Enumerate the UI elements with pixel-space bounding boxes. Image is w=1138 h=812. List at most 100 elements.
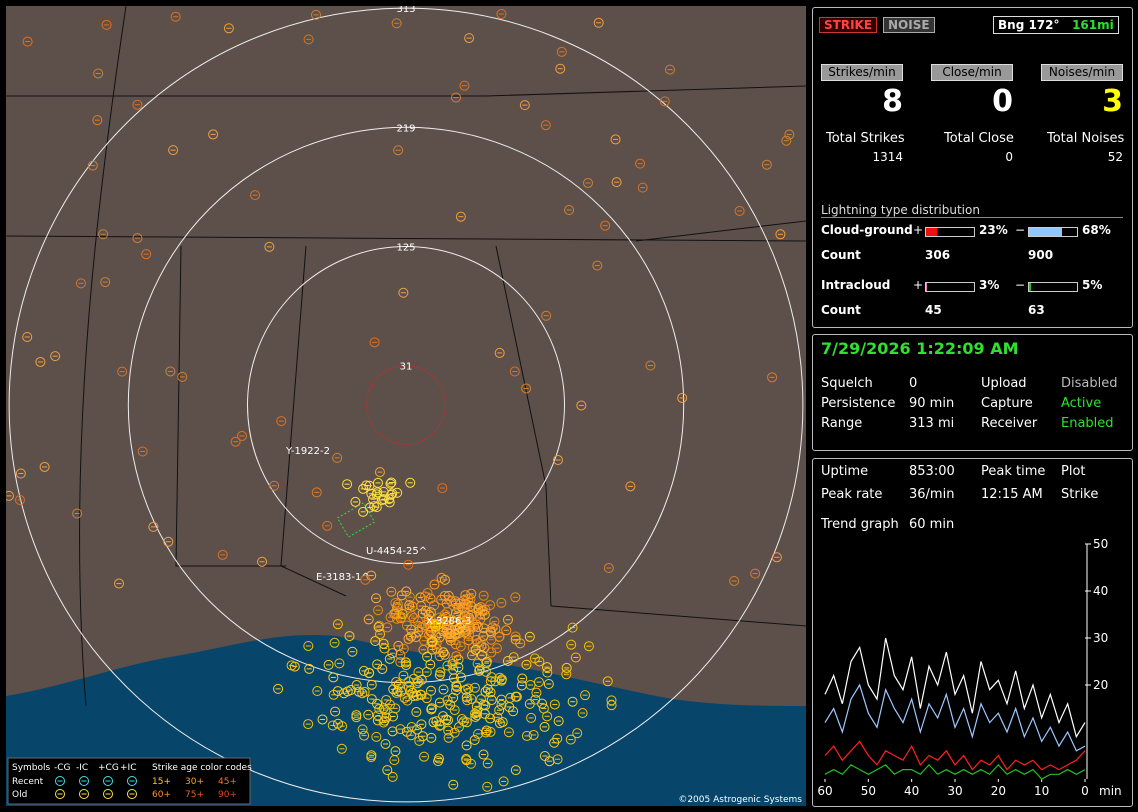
strike-symbol [784, 129, 795, 140]
strike-symbol [93, 68, 104, 79]
strike-symbol [474, 664, 485, 675]
strike-symbol [393, 640, 404, 651]
strike-map: 313 219 125 31 Y-1922-2 U-4454-25^ E-3183-1^ X-… [6, 6, 806, 806]
stat: Peak time [981, 464, 1046, 479]
strike-symbol [404, 600, 415, 611]
count-label: Count [821, 303, 861, 317]
strike-symbol [366, 694, 377, 705]
strike-symbol [467, 650, 478, 661]
legend-text: +CG [98, 763, 119, 773]
strike-symbol [637, 182, 648, 193]
strike-symbol [399, 693, 410, 704]
strike-symbol [494, 718, 505, 729]
strike-symbol [435, 720, 446, 731]
x-tick-label: 40 [904, 784, 919, 798]
strike-symbol [478, 590, 489, 601]
strike-symbol [378, 638, 389, 649]
strike-symbol [177, 371, 188, 382]
legend-text: Old [12, 790, 27, 800]
strike-symbol [395, 724, 406, 735]
strike-symbol [460, 590, 471, 601]
strike-symbol [431, 638, 442, 649]
strike-symbol [357, 724, 368, 735]
range-ring [127, 126, 685, 684]
strike-symbol [79, 776, 89, 786]
strike-symbol [208, 129, 219, 140]
strike-symbol [767, 372, 778, 383]
strike-symbol [485, 687, 496, 698]
strike-symbol [496, 675, 507, 686]
strike-symbol [480, 686, 491, 697]
strike-symbol [410, 632, 421, 643]
bar-fill [1029, 283, 1032, 291]
strike-symbol [459, 80, 470, 91]
stat: 60 min [909, 517, 955, 532]
strike-symbol [485, 600, 496, 611]
stat: 12:15 AM [981, 487, 1043, 502]
strike-symbol [552, 754, 563, 765]
strike-symbol [478, 699, 489, 710]
status-panel: STRIKE NOISE Bng 172° 161mi Strikes/min … [812, 7, 1133, 328]
strike-symbol [496, 699, 507, 710]
strike-symbol [165, 366, 176, 377]
strike-symbol [373, 605, 384, 616]
ring-label: 125 [396, 243, 415, 254]
strike-symbol [539, 721, 550, 732]
strike-symbol [401, 660, 412, 671]
strike-symbol [369, 337, 380, 348]
strike-symbol [553, 716, 564, 727]
distribution-title: Lightning type distribution [821, 203, 1123, 218]
storm-label: E-3183-1^ [316, 572, 370, 583]
strike-symbol [426, 637, 437, 648]
strike-symbol [480, 727, 491, 738]
count: 900 [1028, 248, 1054, 262]
strike-symbol [494, 631, 505, 642]
legend-text: -IC [76, 763, 88, 773]
strike-symbol [332, 686, 343, 697]
strike-symbol [425, 685, 436, 696]
strike-symbol [39, 461, 50, 472]
total-label: Total Close [944, 131, 1014, 146]
percent: 68% [1082, 223, 1111, 237]
strike-symbol [580, 690, 591, 701]
strike-symbol [521, 730, 532, 741]
strike-symbol [22, 331, 33, 342]
strike-symbol [405, 685, 416, 696]
strike-symbol [470, 708, 481, 719]
strike-symbol [141, 249, 152, 260]
strike-symbol [392, 686, 403, 697]
strike-symbol [475, 608, 486, 619]
strike-symbol [332, 619, 343, 630]
strike-symbol [168, 145, 179, 156]
strike-symbol [606, 695, 617, 706]
strike-symbol [380, 738, 391, 749]
setting: Disabled [1061, 376, 1118, 391]
strike-symbol [433, 753, 444, 764]
strike-symbol [332, 452, 343, 463]
strike-symbol [561, 669, 572, 680]
strike-symbol [250, 190, 261, 201]
strike-symbol [549, 699, 560, 710]
strike-symbol [476, 650, 487, 661]
strike-symbol [455, 672, 466, 683]
strike-symbol [463, 635, 474, 646]
strike-symbol [442, 695, 453, 706]
strike-symbol [531, 687, 542, 698]
strike-symbol [377, 494, 388, 505]
strike-symbol [583, 177, 594, 188]
strike-symbol [406, 624, 417, 635]
storm-outline [336, 502, 376, 538]
strike-symbol [337, 721, 348, 732]
strike-symbol [530, 694, 541, 705]
strike-symbol [470, 644, 481, 655]
strike-symbol [390, 703, 401, 714]
strike-symbol [391, 18, 402, 29]
strike-symbol [448, 600, 459, 611]
strike-symbol [664, 64, 675, 75]
noise-button[interactable]: NOISE [883, 17, 935, 33]
strike-symbol [303, 640, 314, 651]
strike-button[interactable]: STRIKE [819, 17, 878, 33]
count: 45 [925, 303, 942, 317]
setting: Active [1061, 396, 1102, 411]
